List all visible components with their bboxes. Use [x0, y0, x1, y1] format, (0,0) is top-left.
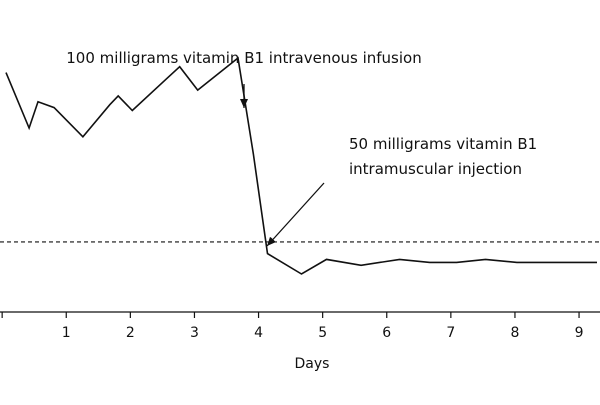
x-tick-label: 8	[510, 325, 519, 341]
annotation-iv-infusion: 100 milligrams vitamin B1 intravenous in…	[66, 49, 422, 108]
x-tick-label: 3	[190, 325, 199, 341]
x-tick-label: 4	[254, 325, 263, 341]
x-axis: 1 2 3 4 5 6 7 8 9	[0, 311, 600, 341]
x-tick-label: 7	[446, 325, 455, 341]
x-tick-label: 1	[62, 325, 71, 341]
x-tick-label: 6	[382, 325, 391, 341]
x-tick-label: 5	[318, 325, 327, 341]
annotation-iv-label: 100 milligrams vitamin B1 intravenous in…	[66, 49, 421, 67]
annotation-im-label-line1: 50 milligrams vitamin B1	[349, 135, 537, 153]
annotation-im-label-line2: intramuscular injection	[349, 160, 522, 178]
x-axis-title: Days	[295, 356, 330, 372]
x-tick-label: 9	[575, 325, 584, 341]
x-tick-label: 2	[126, 325, 135, 341]
annotation-im-arrow	[266, 182, 325, 247]
annotation-im-injection: 50 milligrams vitamin B1 intramuscular i…	[266, 135, 537, 247]
